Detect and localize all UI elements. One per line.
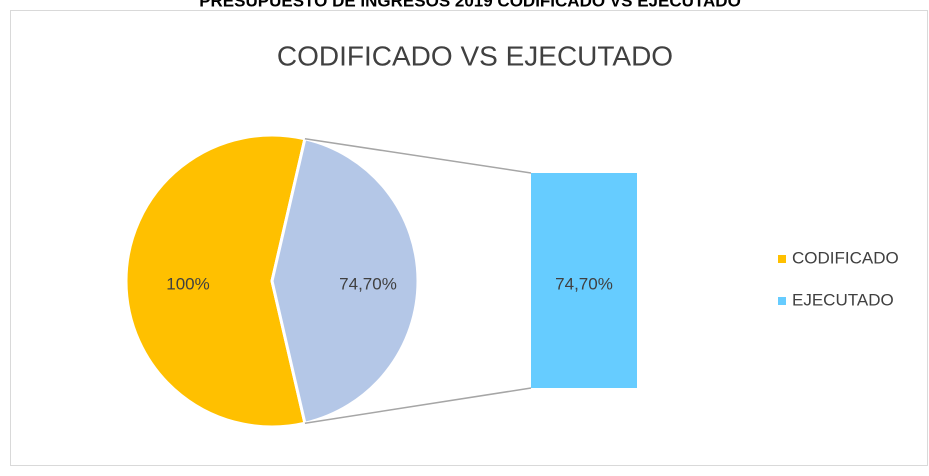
connector — [304, 387, 532, 424]
bar — [531, 173, 637, 388]
chart-title: CODIFICADO VS EJECUTADO — [277, 40, 673, 71]
data-label: 74,70% — [555, 274, 613, 293]
legend-label: EJECUTADO — [792, 290, 894, 309]
pie-slice-other — [270, 136, 420, 426]
heading-bg — [120, 0, 840, 10]
legend-label: CODIFICADO — [792, 248, 899, 267]
data-label: 74,70% — [339, 274, 397, 293]
legend-swatch — [778, 297, 786, 305]
legend-swatch — [778, 255, 786, 263]
heading: PRESUPUESTO DE INGRESOS 2019 CODIFICADO … — [199, 0, 741, 10]
pie-slice — [124, 133, 307, 429]
connector — [304, 138, 532, 174]
data-label: 100% — [166, 274, 209, 293]
